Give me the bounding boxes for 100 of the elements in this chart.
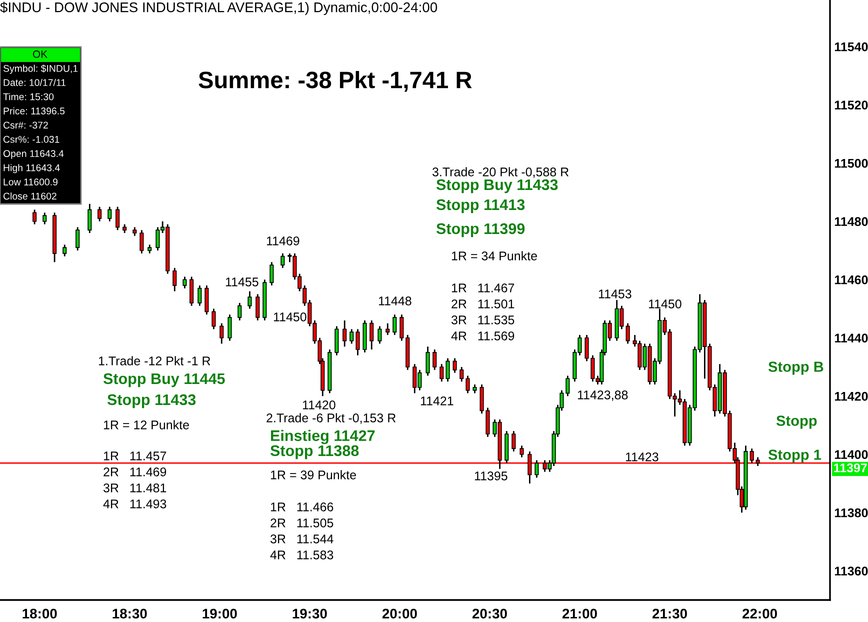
candlestick	[220, 322, 224, 344]
annotation: Date: 10/17/11	[4, 78, 66, 86]
candlestick	[392, 314, 397, 336]
x-tick-label: 20:30	[472, 608, 507, 619]
candlestick	[204, 284, 209, 316]
annotation: Open 11643.4	[3, 150, 64, 159]
annotation: Stopp 11388	[270, 445, 359, 460]
annotation: 4R 11.583	[270, 550, 334, 560]
annotation: Stopp 11433	[107, 394, 196, 408]
candlestick	[88, 203, 92, 234]
annotation: Summe: -38 Pkt -1,741 R	[198, 70, 472, 92]
annotation: 1R 11.457	[104, 452, 166, 460]
annotation: Stopp 11413	[436, 199, 525, 214]
y-tick-label: 11380	[834, 508, 868, 518]
candlestick	[62, 244, 67, 258]
annotation: 11423,88	[578, 390, 628, 401]
candlestick	[198, 284, 202, 307]
annotation: 1R = 39 Punkte	[270, 470, 356, 480]
annotation: 11469	[266, 236, 300, 246]
candlestick	[426, 346, 430, 376]
annotation: Stopp Buy 11433	[436, 179, 558, 194]
candlestick	[370, 320, 374, 350]
candlestick	[446, 358, 450, 382]
annotation: 11395	[474, 472, 508, 480]
y-tick-label: 11480	[834, 217, 868, 226]
candlestick	[452, 358, 457, 374]
y-tick-label: 11540	[834, 42, 868, 52]
ref-line-label: 11397	[834, 463, 867, 472]
candlestick	[228, 314, 232, 342]
candlestick	[116, 206, 120, 231]
x-tick-label: 19:00	[202, 608, 237, 619]
annotation: Time: 15:30	[3, 93, 54, 100]
x-tick-label: 19:30	[292, 608, 327, 619]
annotation: 11450	[648, 300, 682, 308]
annotation: 11450	[274, 312, 306, 322]
annotation: Stopp 1	[768, 450, 822, 463]
annotation: 4R 11.569	[451, 332, 514, 340]
candlestick	[626, 322, 630, 344]
candlestick	[212, 308, 216, 330]
x-tick-label: 20:00	[382, 608, 417, 619]
candlestick	[42, 212, 47, 225]
annotation: Csr%: -1.031	[3, 136, 60, 143]
chart-title: $INDU - DOW JONES INDUSTRIAL AVERAGE,1) Dynamic,0:00-24:00	[0, 2, 438, 15]
y-tick-label: 11420	[834, 392, 868, 401]
candlestick	[386, 322, 390, 336]
candlestick	[342, 320, 347, 348]
annotation: 1R = 34 Punkte	[452, 251, 537, 260]
candlestick	[108, 206, 112, 222]
annotation: 2R 11.501	[452, 300, 514, 308]
annotation: Csr#: -372	[3, 122, 48, 129]
candlestick	[32, 209, 37, 225]
y-tick-label: 11360	[834, 566, 868, 576]
candlestick	[280, 252, 285, 269]
annotation: 1R 11.466	[270, 502, 334, 512]
annotation: 3R 11.544	[270, 534, 334, 544]
candlestick	[172, 267, 177, 292]
candlestick	[270, 261, 274, 286]
candlestick	[378, 326, 382, 344]
annotation: 11423	[626, 452, 658, 462]
y-tick-label: 11460	[834, 275, 868, 284]
candlestick	[440, 363, 444, 382]
candlestick	[520, 444, 524, 458]
x-tick-label: 18:30	[112, 608, 147, 619]
candlestick	[76, 226, 80, 252]
annotation: Einstieg 11427	[271, 430, 375, 444]
x-tick-label: 21:00	[562, 608, 597, 619]
candlestick	[334, 326, 339, 356]
y-tick-label: 11500	[834, 158, 868, 168]
annotation: 11420	[302, 400, 336, 410]
candlestick	[466, 375, 470, 394]
annotation: High 11643.4	[4, 164, 60, 174]
candlestick	[356, 328, 360, 356]
candlestick	[256, 293, 260, 322]
candlestick	[238, 302, 242, 322]
x-tick-label: 21:30	[652, 608, 687, 619]
annotation: 11448	[378, 296, 412, 306]
candlestick	[432, 348, 437, 371]
annotation: 1R 11.467	[452, 284, 514, 292]
x-tick-label: 22:00	[742, 608, 777, 619]
annotation: 11455	[226, 278, 258, 286]
annotation: 11453	[598, 290, 632, 298]
x-tick-label: 18:00	[22, 608, 57, 619]
annotation: Stopp Buy 11445	[103, 373, 225, 388]
annotation: 1.Trade -12 Pkt -1 R	[98, 356, 210, 366]
annotation: Stopp	[776, 416, 817, 429]
annotation: 3R 11.535	[451, 316, 514, 324]
y-tick-label: 11440	[834, 334, 868, 343]
annotation: 2.Trade -6 Pkt -0,153 R	[266, 413, 396, 424]
candlestick	[460, 366, 464, 382]
y-tick-label: 11400	[834, 450, 868, 460]
y-tick-label: 11520	[834, 100, 868, 110]
annotation: 2R 11.469	[104, 468, 166, 476]
annotation: Price: 11396.5	[4, 107, 65, 114]
annotation: 4R 11.493	[103, 500, 166, 508]
candlestick	[350, 328, 354, 344]
candlestick	[182, 276, 187, 290]
annotation: 3R 11.481	[103, 484, 166, 492]
annotation: Symbol: $INDU,1	[3, 64, 78, 74]
annotation: 3.Trade -20 Pkt -0,588 R	[432, 167, 569, 178]
annotation: Close 11602	[3, 192, 56, 200]
